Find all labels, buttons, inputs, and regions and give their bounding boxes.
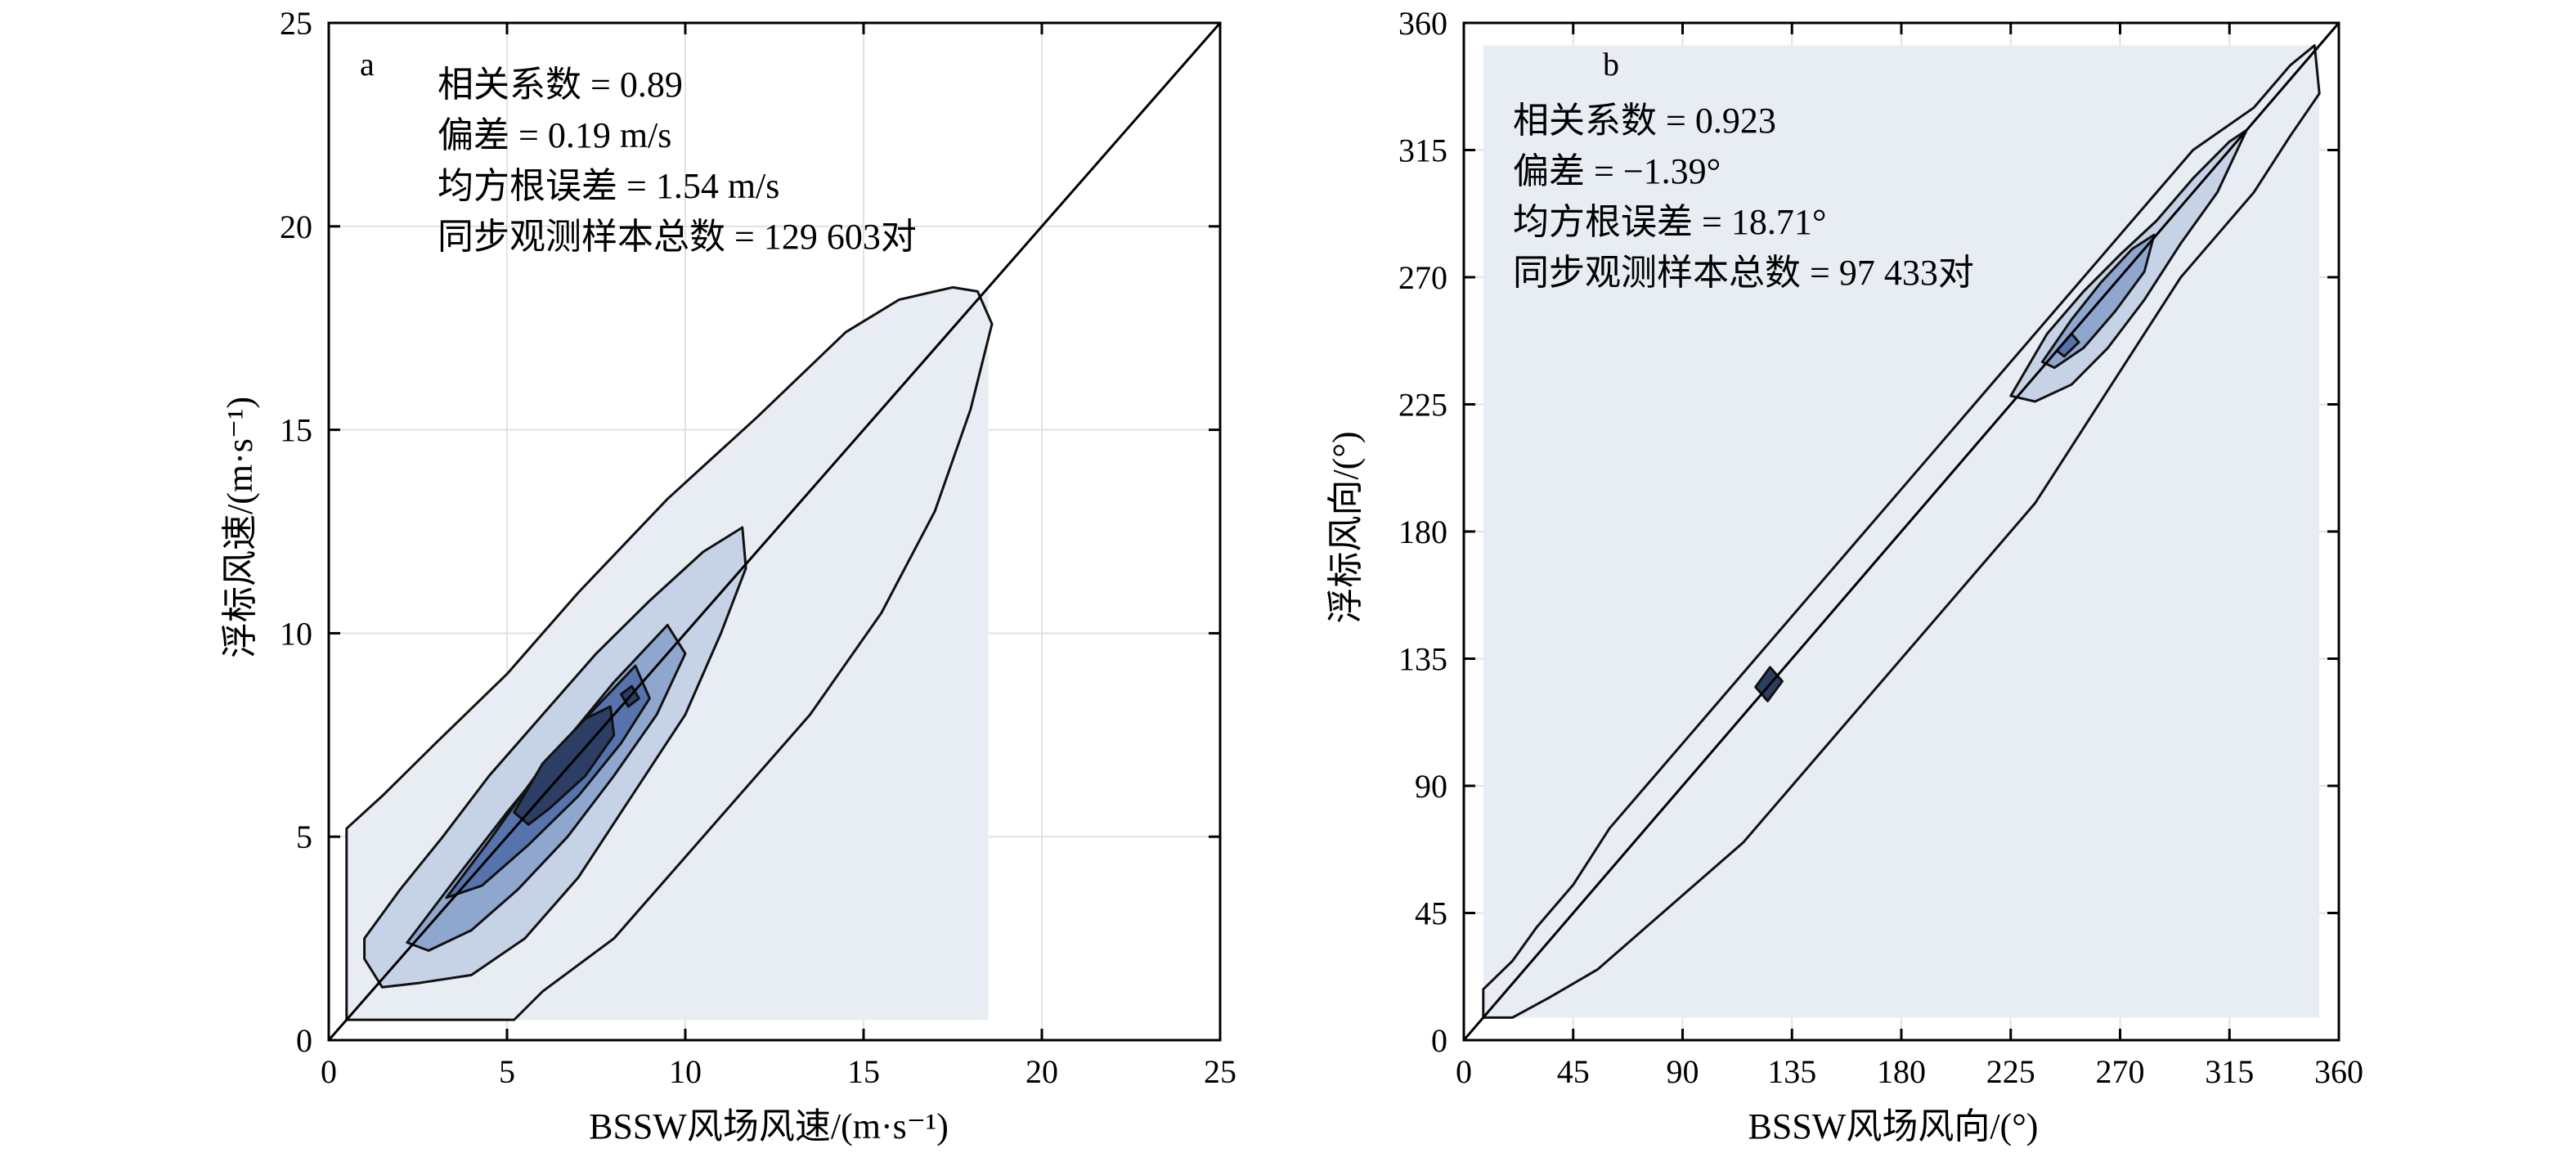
panel-b-stat-bias: 偏差 = −1.39° (1513, 151, 1721, 191)
x-tick-label: 135 (1767, 1053, 1816, 1090)
panel-b-stat-correlation: 相关系数 = 0.923 (1513, 101, 1776, 141)
x-tick-label: 90 (1667, 1053, 1699, 1090)
x-tick-label: 180 (1877, 1053, 1926, 1090)
panel-b-ticks: 0 45 90 135 180 225 270 315 360 0 45 90 135 180 225 270… (1398, 5, 2363, 1090)
panel-a-axes-frame (327, 21, 1222, 1042)
x-tick-label: 225 (1986, 1053, 2035, 1090)
panel-a-letter: a (360, 46, 375, 83)
panel-a-ticks: 0 5 10 15 20 25 0 5 10 15 20 25 (280, 5, 1236, 1090)
panel-b-stat-sample-count: 同步观测样本总数 = 97 433对 (1513, 253, 1974, 293)
x-tick-label: 25 (1204, 1053, 1236, 1090)
y-tick-label: 0 (296, 1022, 312, 1059)
y-tick-label: 0 (1431, 1022, 1447, 1059)
x-tick-label: 270 (2096, 1053, 2145, 1090)
y-tick-label: 45 (1415, 895, 1447, 932)
x-tick-label: 360 (2314, 1053, 2363, 1090)
y-tick-label: 25 (280, 5, 312, 42)
y-tick-label: 270 (1398, 259, 1447, 296)
panel-a-stat-correlation: 相关系数 = 0.89 (438, 65, 683, 105)
panel-a-x-axis-label: BSSW风场风速/(m·s⁻¹) (589, 1106, 949, 1146)
y-tick-label: 360 (1398, 5, 1447, 42)
y-tick-label: 10 (280, 615, 312, 652)
x-tick-label: 315 (2205, 1053, 2254, 1090)
y-tick-label: 90 (1415, 768, 1447, 805)
panel-b-wind-direction: 0 45 90 135 180 225 270 315 360 0 45 90 135 180 225 270… (1326, 5, 2363, 1146)
y-tick-label: 135 (1398, 641, 1447, 678)
y-tick-label: 180 (1398, 514, 1447, 550)
y-tick-label: 5 (296, 819, 312, 855)
y-tick-label: 20 (280, 209, 312, 245)
panel-b-stats: 相关系数 = 0.923 偏差 = −1.39° 均方根误差 = 18.71° … (1513, 101, 1974, 293)
panel-a-stat-bias: 偏差 = 0.19 m/s (438, 115, 671, 155)
x-tick-label: 5 (499, 1053, 515, 1090)
y-tick-label: 15 (280, 412, 312, 449)
panel-a-y-axis-label: 浮标风速/(m·s⁻¹) (220, 397, 260, 658)
panel-b-stat-rmse: 均方根误差 = 18.71° (1513, 202, 1826, 242)
panel-b-y-axis-label: 浮标风向/(°) (1326, 431, 1366, 623)
x-tick-label: 0 (1456, 1053, 1472, 1090)
panel-b-x-axis-label: BSSW风场风向/(°) (1748, 1106, 2039, 1146)
panel-a-reference-line (327, 22, 1222, 1041)
y-tick-label: 225 (1398, 387, 1447, 424)
x-tick-label: 45 (1557, 1053, 1590, 1090)
y-tick-label: 315 (1398, 132, 1447, 169)
panel-a-stat-rmse: 均方根误差 = 1.54 m/s (438, 166, 779, 206)
x-tick-label: 20 (1025, 1053, 1058, 1090)
x-tick-label: 15 (847, 1053, 880, 1090)
panel-b-reference-line (1462, 22, 2340, 1041)
x-tick-label: 0 (321, 1053, 337, 1090)
panel-a-stat-sample-count: 同步观测样本总数 = 129 603对 (438, 217, 917, 257)
panel-b-letter: b (1603, 46, 1619, 83)
x-tick-label: 10 (669, 1053, 702, 1090)
panel-a-stats: 相关系数 = 0.89 偏差 = 0.19 m/s 均方根误差 = 1.54 m… (438, 65, 917, 257)
panel-a-wind-speed: 0 5 10 15 20 25 0 5 10 15 20 25 a 相关系数 = 0.89 偏差 = … (220, 5, 1236, 1146)
contour-level-5 (513, 705, 616, 826)
